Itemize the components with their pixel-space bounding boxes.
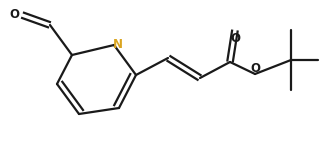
Text: O: O [9, 9, 19, 21]
Text: O: O [250, 62, 260, 76]
Text: N: N [113, 38, 123, 52]
Text: O: O [230, 31, 240, 45]
